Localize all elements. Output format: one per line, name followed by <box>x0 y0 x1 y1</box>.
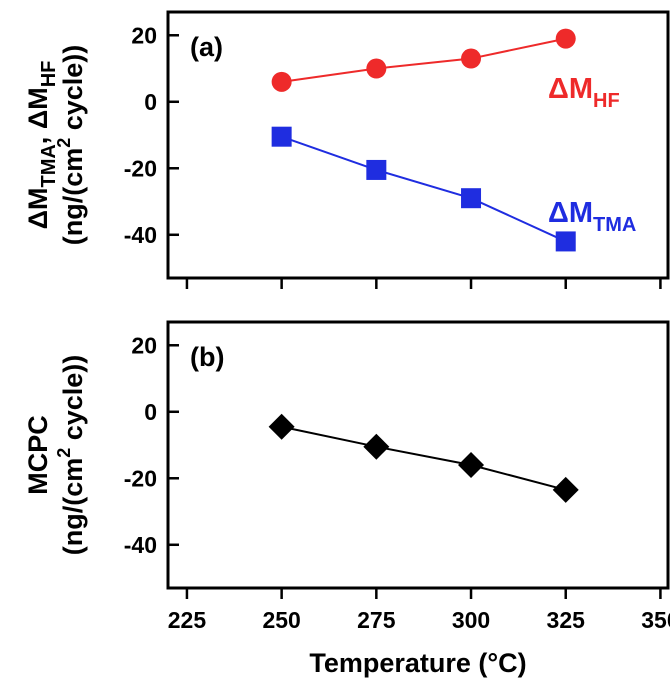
panel-label: (a) <box>190 32 223 62</box>
y-axis-title-line2: (ng/(cm2 cycle)) <box>54 45 88 246</box>
y-tick-label: 0 <box>144 399 157 425</box>
series-label-subscript: TMA <box>593 214 636 236</box>
y-axis-title-part: (ng/(cm <box>58 458 88 556</box>
data-point <box>366 159 387 180</box>
y-axis-title-subscript: HF <box>38 61 60 88</box>
series-line <box>281 135 567 243</box>
data-point <box>555 28 576 49</box>
y-axis-title-separator: , <box>23 129 53 144</box>
series-label: ΔMTMA <box>548 197 636 236</box>
x-tick-label: 250 <box>262 607 300 633</box>
y-axis-title-part: ΔM <box>23 87 53 129</box>
data-point <box>461 48 482 69</box>
y-axis-title-superscript: 2 <box>54 138 74 148</box>
plot-frame <box>166 320 670 590</box>
y-axis-title-part: ΔM <box>23 188 53 230</box>
y-axis-title-line1: MCPC <box>23 415 53 495</box>
panel-a: 200-20-40(a)ΔMTMA, ΔMHF(ng/(cm2 cycle)) Δ… <box>23 10 670 289</box>
data-point <box>271 126 292 147</box>
y-axis-title-part: cycle)) <box>58 45 88 138</box>
y-axis-title-line2: (ng/(cm2 cycle)) <box>54 355 88 556</box>
series-line <box>281 425 566 491</box>
y-tick-label: -40 <box>124 222 157 248</box>
data-point <box>268 413 295 440</box>
x-tick-label: 325 <box>547 607 586 633</box>
y-axis-title-text: MCPC <box>23 415 53 495</box>
x-tick-label: 225 <box>168 607 207 633</box>
series-label-text: ΔM <box>548 197 593 229</box>
y-tick-label: 0 <box>144 89 157 115</box>
data-point <box>555 231 576 252</box>
y-tick-label: -40 <box>124 532 157 558</box>
data-point <box>363 433 390 460</box>
y-tick-label: 20 <box>131 22 157 48</box>
data-point <box>366 58 387 79</box>
x-tick-label: 350 <box>641 607 670 633</box>
series-label-text: ΔM <box>548 73 593 105</box>
series-label-subscript: HF <box>593 90 620 112</box>
y-axis-title-line1: ΔMTMA, ΔMHF <box>23 61 60 230</box>
data-point <box>458 451 485 478</box>
x-tick-label: 300 <box>452 607 490 633</box>
y-tick-label: -20 <box>124 155 157 181</box>
data-point <box>461 188 482 209</box>
panel-label: (b) <box>190 342 224 372</box>
series-label: ΔMHF <box>548 73 620 112</box>
series-line <box>281 37 566 83</box>
x-axis-title: Temperature (°C) <box>309 648 526 678</box>
data-point <box>552 476 579 503</box>
x-tick-label: 275 <box>357 607 396 633</box>
y-tick-label: -20 <box>124 465 157 491</box>
plot-frame <box>166 10 670 280</box>
panel-b: 20 0 -20 -40 225 250 275 300 325 350 (b) MCPC(ng/(c… <box>23 320 670 633</box>
y-tick-label: 20 <box>131 332 157 358</box>
y-axis-title-part: (ng/(cm <box>58 148 88 246</box>
y-axis-title-subscript: TMA <box>38 144 60 187</box>
y-axis-title-part: cycle)) <box>58 355 88 448</box>
y-axis-title-superscript: 2 <box>54 448 74 458</box>
data-point <box>271 71 292 92</box>
